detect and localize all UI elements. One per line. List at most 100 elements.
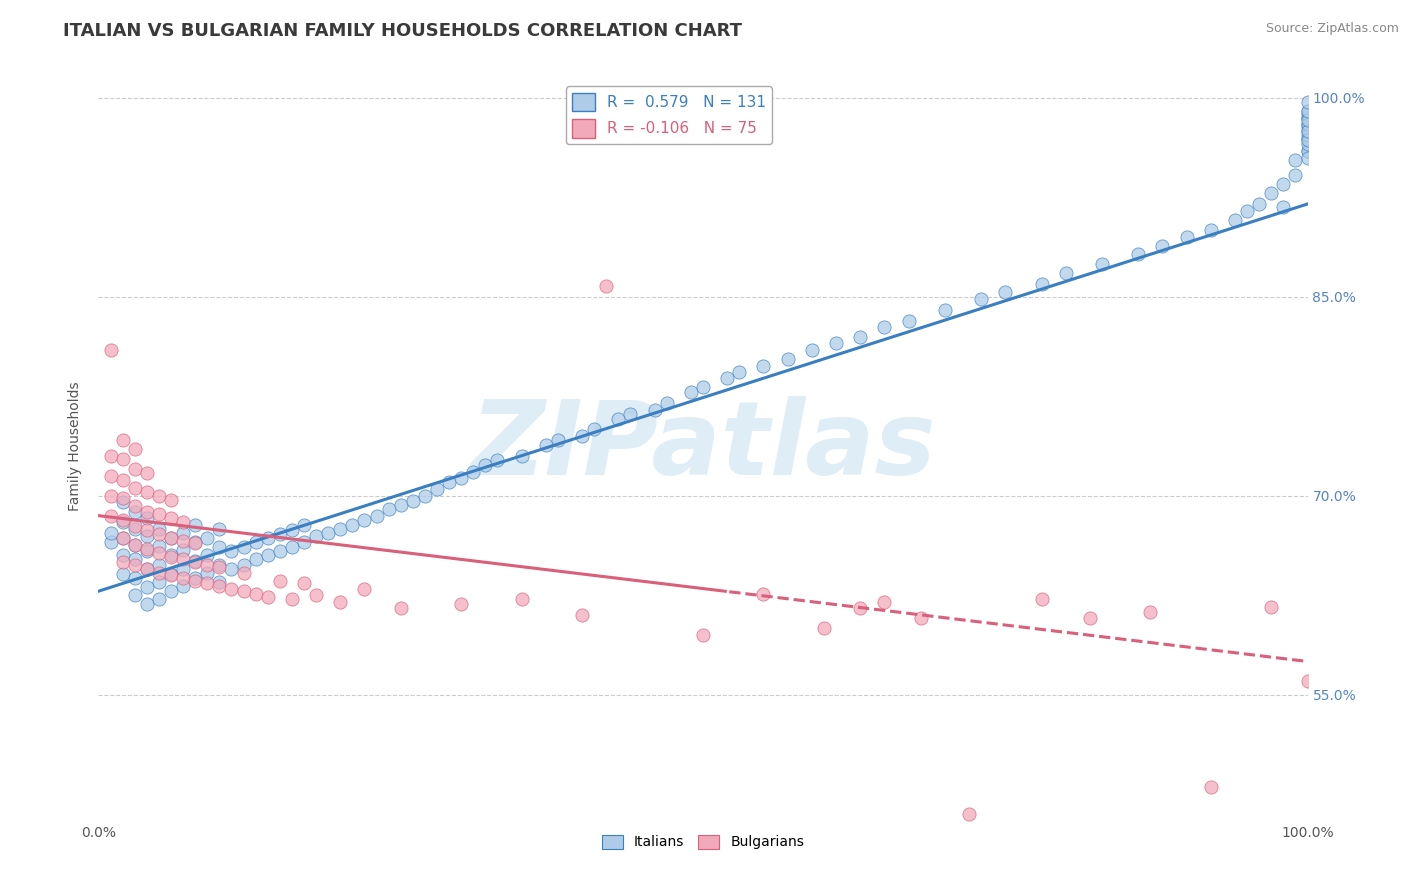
Point [195,531,218,545]
Point [135,562,157,576]
Point [800,343,823,357]
Point [752,359,775,373]
Point [135,511,157,525]
Point [437,475,460,490]
Point [172,515,194,529]
Point [184,571,207,585]
Point [208,579,231,593]
Point [450,598,472,612]
Point [208,574,231,589]
Point [184,574,207,588]
Point [135,523,157,537]
Point [281,592,304,607]
Point [160,568,183,582]
Point [1296,133,1319,147]
Point [232,541,254,555]
Point [135,505,157,519]
Point [692,628,714,642]
Point [595,279,617,293]
Point [897,314,920,328]
Point [849,329,872,343]
Point [124,552,146,566]
Point [486,453,509,467]
Point [994,285,1017,299]
Point [124,522,146,536]
Point [1296,111,1319,125]
Point [184,536,207,550]
Point [644,402,666,417]
Point [1296,144,1319,158]
Point [655,396,678,410]
Point [124,442,146,457]
Point [1296,674,1319,689]
Point [111,451,134,466]
Text: ZIPatlas: ZIPatlas [470,395,936,497]
Point [172,525,194,540]
Point [124,558,146,572]
Point [1139,606,1161,620]
Point [692,380,714,394]
Point [269,527,291,541]
Point [232,584,254,599]
Point [1296,95,1319,109]
Point [135,528,157,542]
Point [450,471,472,485]
Point [160,511,183,525]
Point [111,433,134,447]
Point [716,370,738,384]
Point [463,465,485,479]
Point [1260,600,1282,615]
Point [111,515,134,529]
Point [160,492,183,507]
Point [1296,104,1319,119]
Point [1284,153,1306,168]
Point [728,365,751,379]
Point [111,473,134,487]
Point [1296,144,1319,158]
Point [353,582,375,596]
Point [1296,130,1319,145]
Point [160,531,183,545]
Point [849,601,872,615]
Point [135,484,157,499]
Point [232,558,254,572]
Point [195,549,218,563]
Point [269,544,291,558]
Point [825,336,848,351]
Point [172,579,194,593]
Point [813,621,835,635]
Point [752,587,775,601]
Point [124,505,146,519]
Point [426,482,449,496]
Point [269,574,291,588]
Point [111,555,134,569]
Point [184,554,207,568]
Point [776,352,799,367]
Point [1296,113,1319,128]
Point [172,562,194,576]
Point [160,549,183,564]
Point [172,571,194,585]
Point [256,590,278,604]
Point [148,566,170,580]
Point [1175,230,1198,244]
Point [148,546,170,560]
Point [1296,117,1319,131]
Point [1296,124,1319,138]
Point [111,531,134,545]
Point [148,574,170,589]
Point [679,385,702,400]
Point [619,407,641,421]
Point [208,558,231,572]
Point [377,502,399,516]
Point [100,468,122,483]
Point [1296,120,1319,134]
Point [124,588,146,602]
Point [366,508,388,523]
Point [160,531,183,545]
Point [124,538,146,552]
Point [305,588,328,602]
Point [1296,128,1319,142]
Point [510,449,533,463]
Y-axis label: Family Households: Family Households [69,381,83,511]
